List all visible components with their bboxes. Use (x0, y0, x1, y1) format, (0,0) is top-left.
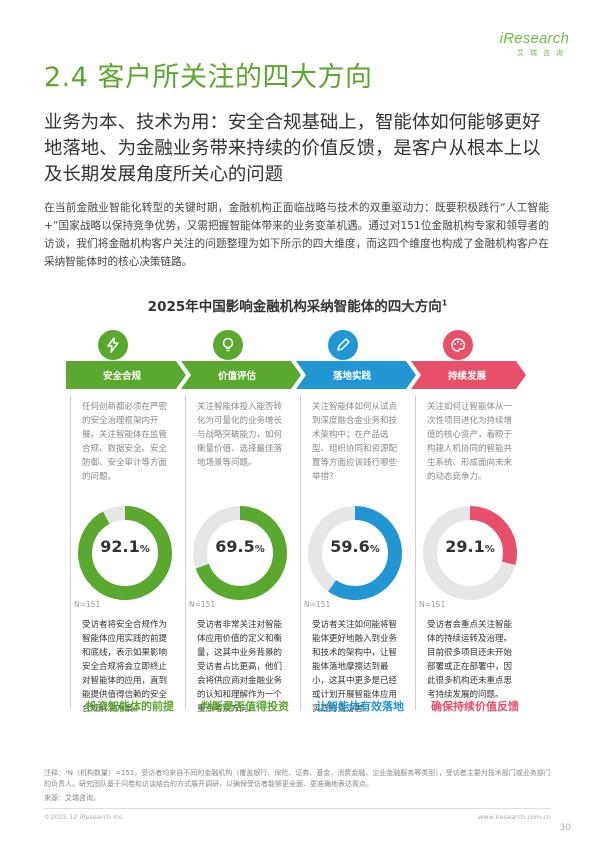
chart-title-text: 2025年中国影响金融机构采纳智能体的四大方向 (147, 299, 442, 315)
logo-sub: 艾瑞咨询 (517, 49, 569, 57)
column-description: 关注智能体投入能否转化为可量化的业务增长与战略突破能力，如何衡量价值、选择最佳落… (197, 402, 283, 468)
copyright: ©2025.12 iResearch Inc. (44, 813, 125, 821)
lead-text: 业务为本、技术为用：安全合规基础上，智能体如何能够更好地落地、为金融业务带来持续… (44, 112, 541, 185)
donut-value-unit: % (369, 544, 380, 555)
website: www.iresearch.com.cn (477, 813, 551, 821)
donut-value-unit: % (484, 544, 495, 555)
direction-column: 落地实践关注智能体如何从试点到深度融合金业务和技术架构中；在产品选型、组织协同和… (296, 330, 411, 722)
donut-value-unit: % (254, 544, 265, 555)
column-finding: 受访者非常关注对智能体应用价值的定义和衡量，这其中业务背景的受访者占比更高，他们… (197, 620, 283, 714)
logo-brand: iResearch (499, 30, 569, 47)
arrow-segment-4 (411, 361, 526, 389)
sample-size: N=151 (419, 600, 446, 609)
pencil-icon (328, 330, 358, 360)
iresearch-logo: iResearch 艾瑞咨询 (489, 30, 569, 58)
column-divider (415, 395, 416, 710)
direction-column: 持续发展关注如何让智能体从一次性项目进化为持续增值的核心资产，着眼于构建人机协同… (411, 330, 526, 722)
lightbulb-icon (213, 330, 243, 360)
palette-icon (443, 330, 473, 360)
column-label: 落地实践 (332, 371, 371, 382)
sample-size: N=151 (189, 600, 216, 609)
donut-value-unit: % (139, 544, 150, 555)
donut-value: 92.1% (74, 537, 176, 556)
page-number: 30 (559, 823, 571, 833)
donut-value-number: 59.6 (330, 537, 370, 556)
donut-value-number: 92.1 (100, 537, 140, 556)
column-conclusion: 投资智能体的前提 (86, 700, 174, 713)
chart-title: 2025年中国影响金融机构采纳智能体的四大方向1 (0, 295, 595, 316)
direction-arrow-bar (66, 361, 526, 389)
column-divider (185, 395, 186, 710)
column-conclusion: 确保持续价值反馈 (431, 700, 519, 713)
arrow-segment-3 (296, 361, 416, 389)
direction-column: 价值评估关注智能体投入能否转化为可量化的业务增长与战略突破能力，如何衡量价值、选… (181, 330, 296, 722)
lightning-icon (98, 330, 128, 360)
column-label: 价值评估 (217, 371, 256, 382)
column-description: 任何创新都必须在严密的安全治理框架内开展。关注智能体在监管合规、数据安全、安全防… (82, 402, 168, 482)
column-finding: 受访者会重点关注智能体的持续运转及治理。目前很多项目还未开始部署或正在部署中，因… (427, 620, 513, 700)
source-note: 来源：艾瑞咨询。 (44, 794, 100, 802)
donut-chart (423, 506, 517, 600)
donut-slice (193, 506, 287, 600)
section-title: 2.4 客户所关注的四大方向 (44, 62, 373, 93)
donut-slice (423, 506, 517, 600)
arrow-segment-2 (181, 361, 301, 389)
donut-value-number: 69.5 (215, 537, 255, 556)
column-finding: 受访者关注如何能将智能体更好地融入到业务和技术的架构中，让智能体落地摩擦达到最小… (312, 620, 398, 714)
donut-value: 29.1% (419, 537, 521, 556)
donut-slice (78, 506, 172, 600)
column-description: 关注如何让智能体从一次性项目进化为持续增值的核心资产，着眼于构建人机协同的智能共… (427, 402, 513, 482)
direction-columns: 安全合规任何创新都必须在严密的安全治理框架内开展。关注智能体在监管合规、数据安全… (66, 330, 534, 722)
column-conclusion: 判断是否值得投资 (201, 700, 289, 713)
column-description: 关注智能体如何从试点到深度融合金业务和技术架构中；在产品选型、组织协同和资源配置… (312, 402, 398, 482)
donut-value-number: 29.1 (445, 537, 485, 556)
donut-value: 69.5% (189, 537, 291, 556)
sample-size: N=151 (304, 600, 331, 609)
donut-chart (78, 506, 172, 600)
direction-column: 安全合规任何创新都必须在严密的安全治理框架内开展。关注智能体在监管合规、数据安全… (66, 330, 181, 722)
column-label: 安全合规 (102, 371, 141, 382)
donut-slice (308, 506, 402, 600)
donut-value: 59.6% (304, 537, 406, 556)
footnote: 注释：¹N（机构数量）=151，受访者均来自不同的金融机构（覆盖银行、保险、证券… (44, 769, 551, 788)
column-conclusion: 让智能体有效落地 (316, 700, 404, 713)
column-label: 持续发展 (447, 371, 486, 382)
sample-size: N=151 (74, 600, 101, 609)
donut-chart (193, 506, 287, 600)
donut-chart (308, 506, 402, 600)
footer-divider (44, 808, 551, 809)
intro-paragraph: 在当前金融业智能化转型的关键时期，金融机构正面临战略与技术的双重驱动力：既要积极… (44, 202, 549, 268)
arrow-segment-1 (66, 361, 186, 389)
column-finding: 受访者将安全合规作为智能体应用实践的前提和底线，表示如果影响安全合规将会立即终止… (82, 620, 168, 714)
column-divider (300, 395, 301, 710)
chart-title-footnote: 1 (441, 298, 448, 308)
column-divider (70, 395, 71, 710)
